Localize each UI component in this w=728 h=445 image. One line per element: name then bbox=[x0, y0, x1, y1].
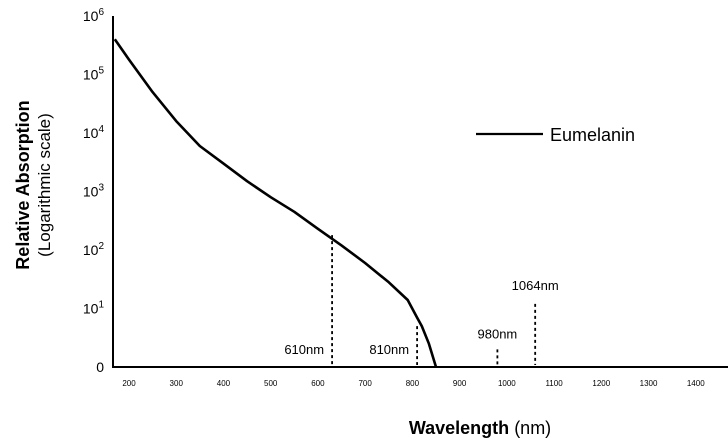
y-tick-label: 102 bbox=[83, 241, 105, 258]
x-tick-label: 400 bbox=[217, 379, 231, 388]
x-tick-label: 1400 bbox=[687, 379, 705, 388]
y-tick-label: 0 bbox=[96, 359, 104, 375]
x-axis-title: Wavelength bbox=[408, 418, 510, 438]
x-tick-label: 600 bbox=[311, 379, 325, 388]
y-axis-subtitle: (Logarithmic scale) bbox=[35, 113, 54, 257]
x-tick-label: 1100 bbox=[545, 379, 563, 388]
x-tick-label: 1000 bbox=[498, 379, 516, 388]
x-axis-unit: (nm) bbox=[514, 418, 552, 438]
y-tick-label: 103 bbox=[83, 183, 105, 200]
series-eumelanin-line bbox=[113, 38, 438, 368]
y-tick-label: 105 bbox=[83, 66, 105, 83]
x-tick-label: 1200 bbox=[592, 379, 610, 388]
x-tick-label: 200 bbox=[122, 379, 136, 388]
marker-label-980nm: 980nm bbox=[478, 326, 518, 341]
x-tick-label: 700 bbox=[358, 379, 372, 388]
y-tick-label: 106 bbox=[83, 7, 105, 24]
legend-label-eumelanin: Eumelanin bbox=[550, 125, 635, 145]
x-axis-label: Wavelength (nm) bbox=[380, 418, 580, 439]
marker-label-610nm: 610nm bbox=[284, 342, 324, 357]
x-tick-label: 900 bbox=[453, 379, 467, 388]
x-tick-label: 1300 bbox=[640, 379, 658, 388]
x-tick-label: 300 bbox=[170, 379, 184, 388]
x-tick-label: 500 bbox=[264, 379, 278, 388]
y-tick-label: 101 bbox=[83, 300, 105, 317]
x-tick-label: 800 bbox=[406, 379, 420, 388]
y-tick-label: 104 bbox=[83, 124, 105, 141]
y-axis-title: Relative Absorption bbox=[13, 100, 33, 270]
marker-label-1064nm: 1064nm bbox=[512, 278, 559, 293]
y-axis-label: Relative Absorption (Logarithmic scale) bbox=[6, 0, 62, 370]
marker-label-810nm: 810nm bbox=[369, 342, 409, 357]
